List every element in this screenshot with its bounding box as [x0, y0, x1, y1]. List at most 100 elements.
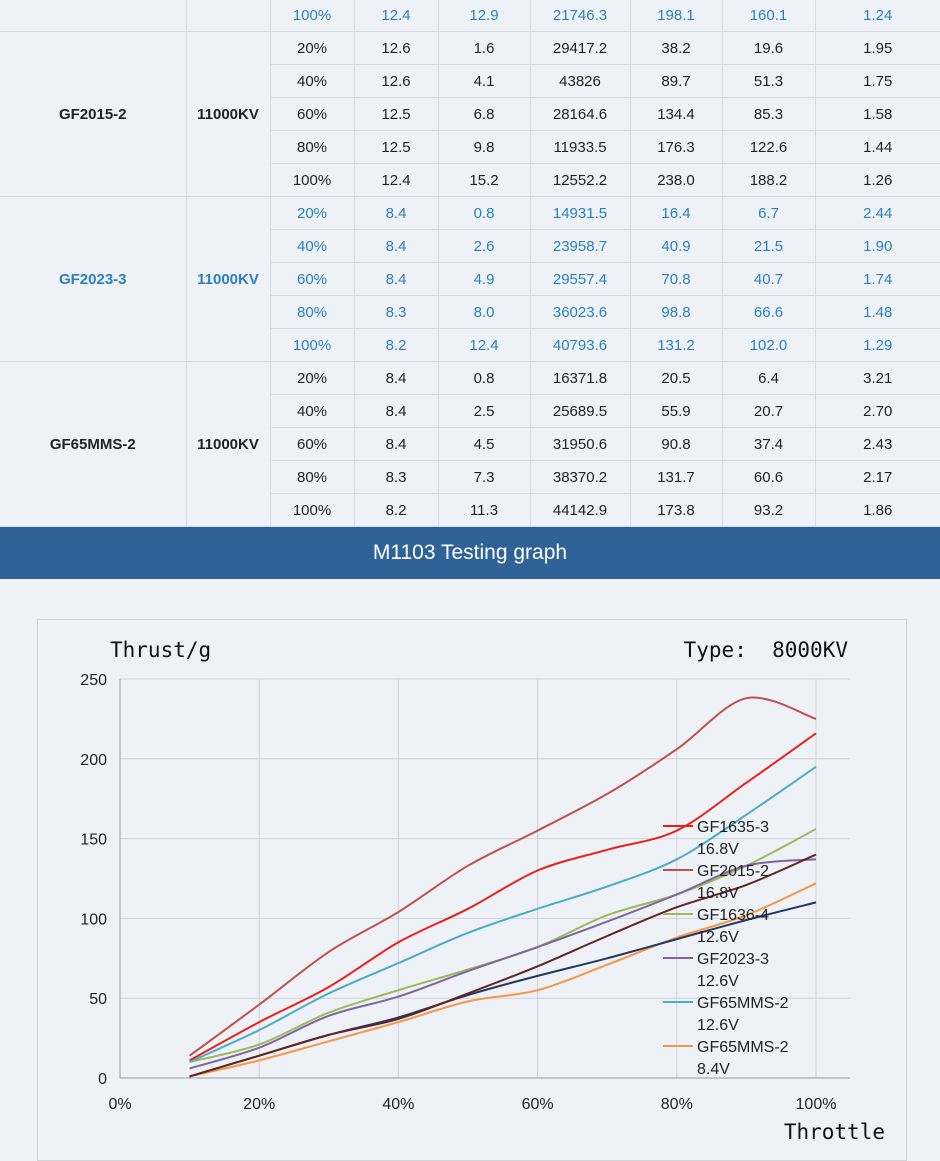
table-row: 40% 8.4 2.6 23958.7 40.9 21.5 1.90 [0, 229, 940, 263]
table-cell-thrust: 176.3 [629, 130, 723, 164]
table-cell-rpm: 28164.6 [529, 97, 631, 131]
table-cell-rpm: 16371.8 [529, 361, 631, 395]
table-cell-a: 6.8 [437, 97, 531, 131]
table-cell-a: 2.5 [437, 394, 531, 428]
table-cell-eff: 1.74 [814, 262, 940, 296]
table-cell-thrust: 20.5 [629, 361, 723, 395]
y-tick-label: 50 [89, 991, 107, 1008]
model-cell: GF2023-3 [0, 196, 187, 362]
table-cell-pct: 40% [269, 64, 355, 98]
table-cell-pct: 100% [269, 163, 355, 197]
table-cell-thrust: 198.1 [629, 0, 723, 32]
x-tick-label: 20% [243, 1096, 275, 1113]
legend-label: GF2023-3 [697, 951, 769, 968]
table-cell-rpm: 40793.6 [529, 328, 631, 362]
series-line-1 [189, 696, 817, 1057]
table-cell-v: 12.6 [353, 64, 439, 98]
kv-cell: 11000KV [185, 31, 271, 197]
table-cell-rpm: 44142.9 [529, 493, 631, 527]
table-cell-pct: 80% [269, 295, 355, 329]
table-cell-v: 8.4 [353, 361, 439, 395]
y-tick-label: 150 [80, 832, 107, 849]
table-cell-v: 8.3 [353, 460, 439, 494]
legend-label: GF65MMS-2 [697, 995, 789, 1012]
table-cell-w: 93.2 [721, 493, 816, 527]
table-cell-a: 15.2 [437, 163, 531, 197]
table-row: 80% 12.5 9.8 11933.5 176.3 122.6 1.44 [0, 130, 940, 164]
table-row: GF2023-3 11000KV 20% 8.4 0.8 14931.5 16.4 6.7 2.… [0, 196, 940, 362]
table-cell-v: 12.5 [353, 97, 439, 131]
table-cell-rpm: 14931.5 [529, 196, 631, 230]
series-line-3 [189, 858, 817, 1070]
table-cell-v: 8.3 [353, 295, 439, 329]
table-cell-eff: 1.26 [814, 163, 940, 197]
table-cell-v: 8.2 [353, 493, 439, 527]
table-cell-w: 66.6 [721, 295, 816, 329]
table-cell-rpm: 23958.7 [529, 229, 631, 263]
table-cell-rpm: 21746.3 [529, 0, 631, 32]
legend-label: GF1635-3 [697, 819, 769, 836]
table-cell-pct: 20% [269, 361, 355, 395]
x-tick-label: 60% [522, 1096, 554, 1113]
spec-table: 100% 12.4 12.9 21746.3 198.1 160.1 1.24 GF2015-… [0, 0, 940, 527]
model-cell [0, 0, 187, 32]
table-cell-eff: 2.17 [814, 460, 940, 494]
table-cell-thrust: 70.8 [629, 262, 723, 296]
table-row: 100% 8.2 11.3 44142.9 173.8 93.2 1.86 [0, 493, 940, 527]
y-tick-label: 0 [98, 1071, 107, 1088]
table-cell-pct: 100% [269, 328, 355, 362]
series-line-5 [189, 882, 817, 1078]
table-cell-w: 122.6 [721, 130, 816, 164]
table-row: 100% 8.2 12.4 40793.6 131.2 102.0 1.29 [0, 328, 940, 362]
table-cell-thrust: 173.8 [629, 493, 723, 527]
table-cell-pct: 40% [269, 229, 355, 263]
table-cell-a: 0.8 [437, 361, 531, 395]
x-axis-label: Throttle [784, 1120, 885, 1144]
table-cell-pct: 80% [269, 460, 355, 494]
table-cell-v: 8.4 [353, 196, 439, 230]
table-cell-thrust: 131.2 [629, 328, 723, 362]
table-cell-thrust: 89.7 [629, 64, 723, 98]
kv-cell [185, 0, 271, 32]
x-tick-label: 0% [108, 1096, 131, 1113]
y-tick-label: 250 [80, 672, 107, 689]
series-line-4 [189, 765, 817, 1063]
table-cell-v: 12.4 [353, 163, 439, 197]
x-tick-label: 80% [661, 1096, 693, 1113]
legend-voltage: 16.8V [697, 841, 739, 858]
y-tick-label: 200 [80, 752, 107, 769]
table-row: 60% 12.5 6.8 28164.6 134.4 85.3 1.58 [0, 97, 940, 131]
legend-voltage: 12.6V [697, 973, 739, 990]
table-cell-rpm: 29417.2 [529, 31, 631, 65]
x-tick-label: 100% [796, 1096, 837, 1113]
table-cell-thrust: 40.9 [629, 229, 723, 263]
table-cell-a: 4.9 [437, 262, 531, 296]
legend-voltage: 12.6V [697, 1017, 739, 1034]
table-row: GF65MMS-2 11000KV 20% 8.4 0.8 16371.8 20.5 6.4 3… [0, 361, 940, 527]
legend-label: GF2015-2 [697, 863, 769, 880]
table-cell-rpm: 31950.6 [529, 427, 631, 461]
plot-area [120, 679, 850, 1078]
table-row: 40% 12.6 4.1 43826 89.7 51.3 1.75 [0, 64, 940, 98]
table-row: 60% 8.4 4.9 29557.4 70.8 40.7 1.74 [0, 262, 940, 296]
x-tick-label: 40% [382, 1096, 414, 1113]
table-cell-a: 8.0 [437, 295, 531, 329]
table-row: 100% 12.4 12.9 21746.3 198.1 160.1 1.24 [0, 0, 940, 32]
table-cell-thrust: 16.4 [629, 196, 723, 230]
table-cell-pct: 20% [269, 31, 355, 65]
table-cell-rpm: 25689.5 [529, 394, 631, 428]
table-cell-thrust: 134.4 [629, 97, 723, 131]
table-cell-w: 188.2 [721, 163, 816, 197]
table-cell-eff: 1.58 [814, 97, 940, 131]
model-cell: GF65MMS-2 [0, 361, 187, 527]
table-cell-eff: 1.48 [814, 295, 940, 329]
table-cell-eff: 1.86 [814, 493, 940, 527]
table-cell-eff: 1.75 [814, 64, 940, 98]
legend-label: GF1636-4 [697, 907, 769, 924]
table-cell-thrust: 131.7 [629, 460, 723, 494]
graph-title-banner: M1103 Testing graph [0, 527, 940, 579]
table-cell-v: 8.4 [353, 427, 439, 461]
table-cell-pct: 60% [269, 427, 355, 461]
table-cell-w: 40.7 [721, 262, 816, 296]
table-cell-v: 12.5 [353, 130, 439, 164]
